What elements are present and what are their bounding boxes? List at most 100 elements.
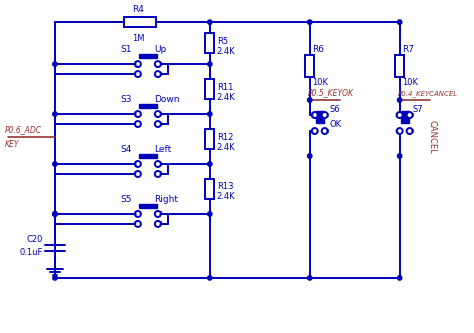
- Text: R6: R6: [312, 45, 324, 54]
- Circle shape: [208, 20, 212, 24]
- Circle shape: [308, 276, 312, 280]
- Circle shape: [308, 98, 312, 102]
- Text: 3: 3: [159, 122, 163, 127]
- Bar: [139, 54, 157, 58]
- Text: 3: 3: [326, 113, 329, 118]
- Circle shape: [312, 112, 318, 118]
- Circle shape: [155, 161, 161, 167]
- Text: R7: R7: [401, 45, 414, 54]
- Bar: [139, 104, 157, 108]
- Text: Up: Up: [154, 45, 166, 54]
- Text: 2.4K: 2.4K: [217, 192, 236, 201]
- Circle shape: [397, 20, 402, 24]
- Bar: [205, 33, 214, 53]
- Text: 1M: 1M: [132, 34, 144, 43]
- Bar: [401, 111, 409, 123]
- Text: S7: S7: [413, 105, 423, 114]
- Text: P0.6_ADC: P0.6_ADC: [5, 125, 42, 134]
- Text: 2: 2: [159, 62, 163, 67]
- Bar: [305, 55, 314, 77]
- Circle shape: [155, 121, 161, 127]
- Text: R11: R11: [217, 83, 233, 92]
- Circle shape: [308, 154, 312, 158]
- Text: S1: S1: [120, 45, 132, 54]
- Text: 1: 1: [133, 62, 137, 67]
- Circle shape: [155, 221, 161, 227]
- Circle shape: [135, 171, 141, 177]
- Circle shape: [407, 112, 413, 118]
- Circle shape: [53, 212, 57, 216]
- Text: 1: 1: [133, 211, 137, 216]
- Circle shape: [135, 111, 141, 117]
- Text: 1: 1: [310, 129, 314, 134]
- Circle shape: [53, 62, 57, 66]
- Text: 1: 1: [133, 162, 137, 166]
- Text: 3: 3: [410, 113, 414, 118]
- Text: 2: 2: [310, 113, 314, 118]
- Text: S6: S6: [330, 105, 340, 114]
- Circle shape: [155, 171, 161, 177]
- Text: OK: OK: [330, 120, 342, 129]
- Bar: [205, 179, 214, 199]
- Circle shape: [208, 112, 212, 116]
- Circle shape: [155, 211, 161, 217]
- Text: Down: Down: [154, 95, 179, 104]
- Text: 2: 2: [395, 113, 399, 118]
- Circle shape: [53, 276, 57, 280]
- Text: 4: 4: [410, 129, 414, 134]
- Bar: [205, 129, 214, 149]
- Text: R4: R4: [132, 5, 144, 14]
- Text: 2.4K: 2.4K: [217, 93, 236, 102]
- Text: 4: 4: [133, 171, 137, 176]
- Text: P0.5_KEYOK: P0.5_KEYOK: [308, 88, 354, 97]
- Text: 10K: 10K: [312, 78, 328, 87]
- Circle shape: [322, 112, 328, 118]
- Circle shape: [53, 112, 57, 116]
- Text: 10K: 10K: [401, 78, 418, 87]
- Bar: [205, 79, 214, 99]
- Text: 3: 3: [159, 221, 163, 226]
- Text: 2: 2: [159, 211, 163, 216]
- Text: 2: 2: [159, 162, 163, 166]
- Circle shape: [312, 128, 318, 134]
- Text: 3: 3: [159, 72, 163, 77]
- Circle shape: [135, 161, 141, 167]
- Circle shape: [135, 211, 141, 217]
- Text: R13: R13: [217, 182, 233, 191]
- Circle shape: [322, 128, 328, 134]
- Circle shape: [135, 121, 141, 127]
- Circle shape: [135, 221, 141, 227]
- Circle shape: [53, 162, 57, 166]
- Text: 4: 4: [133, 122, 137, 127]
- Text: P0.4_KEYCANCEL: P0.4_KEYCANCEL: [398, 90, 458, 97]
- Circle shape: [155, 111, 161, 117]
- Circle shape: [308, 20, 312, 24]
- Circle shape: [208, 162, 212, 166]
- Bar: [316, 111, 324, 123]
- Text: Left: Left: [154, 145, 171, 154]
- Text: R12: R12: [217, 133, 233, 142]
- Text: R5: R5: [217, 37, 228, 46]
- Text: 1: 1: [395, 129, 399, 134]
- Text: S5: S5: [120, 195, 132, 204]
- Text: 3: 3: [159, 171, 163, 176]
- Circle shape: [135, 71, 141, 77]
- Circle shape: [397, 98, 402, 102]
- Circle shape: [208, 62, 212, 66]
- Bar: [395, 55, 404, 77]
- Circle shape: [397, 276, 402, 280]
- Circle shape: [208, 276, 212, 280]
- Text: 4: 4: [133, 72, 137, 77]
- Text: S3: S3: [120, 95, 132, 104]
- Bar: [139, 204, 157, 208]
- Circle shape: [407, 128, 413, 134]
- Circle shape: [397, 154, 402, 158]
- Text: S4: S4: [120, 145, 132, 154]
- Bar: [124, 17, 156, 27]
- Text: C20: C20: [27, 235, 43, 244]
- Bar: [139, 154, 157, 158]
- Text: 2.4K: 2.4K: [217, 47, 236, 56]
- Circle shape: [208, 212, 212, 216]
- Circle shape: [53, 212, 57, 216]
- Text: 1: 1: [133, 112, 137, 117]
